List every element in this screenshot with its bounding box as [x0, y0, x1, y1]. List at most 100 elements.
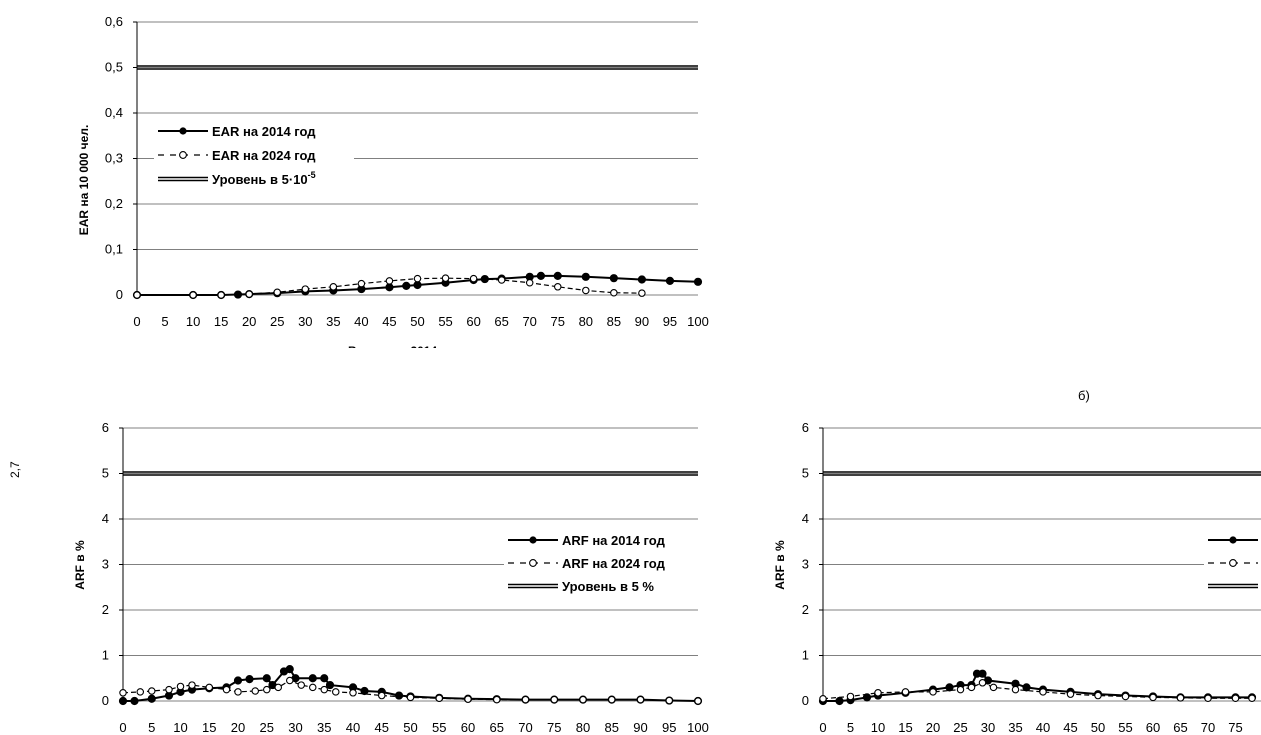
- ear-series-1-point-4: [273, 288, 281, 297]
- arf1-xtick-15: 75: [547, 720, 561, 735]
- arf1-ytick-6: 6: [102, 420, 109, 435]
- ear-series-0-point-23: [693, 277, 703, 286]
- ear-series-1-point-3: [245, 290, 253, 298]
- ear-legend-marker-0: [179, 127, 187, 135]
- arf2-series-1-line: [822, 682, 1252, 700]
- arf2-series-1-point-5: [956, 685, 965, 694]
- arf2-xtick-6: 30: [981, 720, 995, 735]
- arf2-xtick-11: 55: [1118, 720, 1132, 735]
- arf2-series-1-point-18: [1248, 694, 1256, 703]
- ear-xtick-18: 90: [635, 314, 649, 329]
- arf2-series-1-point-0: [819, 694, 827, 703]
- arf2-ytick-5: 5: [802, 466, 809, 481]
- ear-ytick-4: 0,4: [105, 105, 123, 120]
- ear-xtick-3: 15: [214, 314, 228, 329]
- arf2-series-1-point-11: [1066, 690, 1075, 698]
- arf1-series-1-point-18: [377, 691, 386, 700]
- arf1-xtick-4: 20: [231, 720, 245, 735]
- arf1-ytick-5: 5: [102, 466, 109, 481]
- arf1-series-1-point-28: [665, 696, 673, 705]
- ear-series-1-line: [137, 277, 642, 296]
- arf2-ytick-1: 1: [802, 648, 809, 663]
- ear-series-0-point-18: [553, 271, 562, 280]
- arf1-legend-marker-1: [529, 559, 537, 567]
- arf2-ytick-4: 4: [802, 511, 809, 526]
- ear-xtick-12: 60: [466, 314, 480, 329]
- ear-xtick-1: 5: [161, 314, 168, 329]
- arf2-ytick-2: 2: [802, 602, 809, 617]
- arf2-xtick-4: 20: [926, 720, 940, 735]
- ear-ylabel: EAR на 10 000 чел.: [77, 125, 91, 236]
- ear-xtick-20: 100: [687, 314, 709, 329]
- arf1-series-1-point-0: [119, 689, 127, 697]
- ear-xtick-14: 70: [522, 314, 536, 329]
- arf1-series-1-point-9: [251, 687, 260, 695]
- arf1-xtick-6: 30: [288, 720, 302, 735]
- arf1-series-1-point-14: [308, 683, 317, 692]
- ear-legend-label-sup: -5: [308, 170, 316, 180]
- arf2-xtick-12: 60: [1146, 720, 1160, 735]
- arf2-series-1-point-2: [874, 689, 882, 697]
- arf1-series-1-point-25: [579, 695, 587, 704]
- arf2-xtick-8: 40: [1036, 720, 1050, 735]
- ear-xtick-19: 95: [663, 314, 677, 329]
- ear-series-0-point-17: [536, 271, 546, 280]
- ear-series-1-point-0: [133, 291, 141, 299]
- ear-series-0-point-10: [402, 281, 411, 290]
- arf1-series-1-point-27: [636, 695, 645, 704]
- arf1-series-1-point-10: [262, 685, 271, 694]
- arf1-series-1-point-15: [320, 685, 328, 694]
- arf1-series-0-point-8: [233, 676, 243, 685]
- ear-xtick-6: 30: [298, 314, 312, 329]
- arf1-xtick-11: 55: [432, 720, 446, 735]
- arf1-series-1-point-21: [464, 695, 472, 703]
- ear-xtick-17: 85: [607, 314, 621, 329]
- arf1-series-1-point-3: [165, 685, 173, 694]
- arf2-legend-marker-0: [1229, 536, 1237, 544]
- ear-xtick-5: 25: [270, 314, 284, 329]
- ear-xtick-13: 65: [494, 314, 508, 329]
- arf1-ytick-4: 4: [102, 511, 109, 526]
- ear-series-1-point-14: [553, 283, 562, 291]
- ear-series-0-point-19: [581, 272, 590, 281]
- ear-series-1-point-17: [638, 289, 646, 297]
- arf1-series-1-point-26: [607, 695, 616, 704]
- arf1-series-1-point-20: [435, 694, 443, 703]
- ear-series-1-point-13: [525, 278, 534, 287]
- arf1-series-1-point-23: [521, 695, 530, 704]
- arf2-series-1-point-3: [901, 688, 910, 696]
- arf1-series-0-point-10: [262, 674, 271, 683]
- arf1-series-1-point-11: [274, 683, 282, 692]
- arf1-xtick-10: 50: [403, 720, 417, 735]
- arf1-series-1-point-17: [349, 689, 357, 697]
- arf2-xtick-13: 65: [1173, 720, 1187, 735]
- arf1-series-0-point-16: [320, 674, 329, 683]
- arf1-xtick-20: 100: [687, 720, 709, 735]
- ear-legend-label-2: Уровень в 5·10-5: [212, 170, 316, 187]
- arf1-ytick-3: 3: [102, 557, 109, 572]
- ear-ytick-5: 0,5: [105, 60, 123, 75]
- ear-series-1-point-6: [329, 283, 338, 291]
- arf2-series-1-point-13: [1121, 692, 1130, 701]
- arf1-series-1-point-5: [188, 681, 196, 689]
- arf2-series-0-point-11: [978, 669, 987, 678]
- arf1-legend-label-2: Уровень в 5 %: [562, 579, 654, 594]
- ear-xtick-2: 10: [186, 314, 200, 329]
- arf1-series-0-point-13: [285, 665, 294, 674]
- arf2-legend: [1204, 528, 1261, 598]
- arf1-series-1-point-2: [148, 687, 156, 695]
- arf1-ylabel: ARF в %: [73, 540, 87, 590]
- arf2-series-1-point-9: [1011, 685, 1020, 694]
- arf1-xtick-5: 25: [260, 720, 274, 735]
- ear-ytick-0: 0: [116, 287, 123, 302]
- ear-series-0-point-20: [609, 274, 618, 283]
- arf1-series-0-point-17: [325, 680, 335, 690]
- arf1-ytick-2: 2: [102, 602, 109, 617]
- ear-chart: 0 0,1 0,2 0,3 0,4 0,5 0,6 0 5 10 15 20 25 30 35 40 45 50 5…: [77, 14, 709, 348]
- arf2-series-1-point-10: [1039, 688, 1047, 696]
- ear-xtick-11: 55: [438, 314, 452, 329]
- ear-legend: EAR на 2014 год EAR на 2024 год Уровень в …: [154, 119, 354, 191]
- arf2-xtick-0: 0: [819, 720, 826, 735]
- ear-ytick-6: 0,6: [105, 14, 123, 29]
